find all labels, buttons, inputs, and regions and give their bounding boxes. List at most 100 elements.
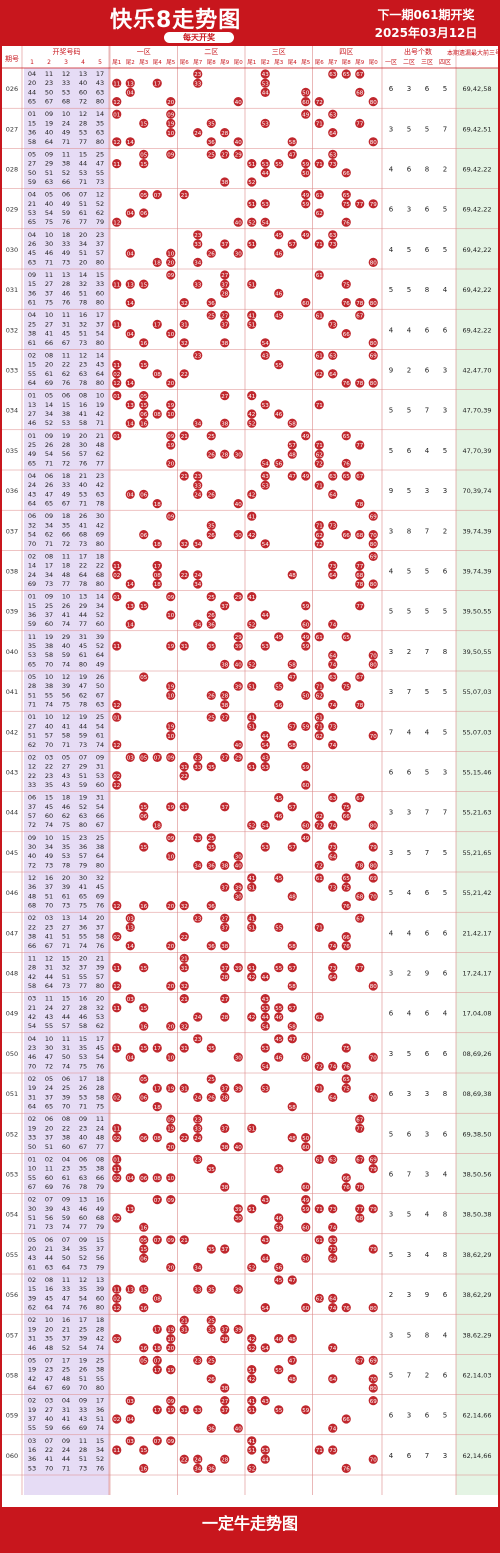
max3-value: 69,42,22 <box>463 326 492 334</box>
winning-number: 03 <box>45 1397 53 1405</box>
ball-label: 03 <box>127 1399 134 1405</box>
winning-number: 37 <box>45 289 53 297</box>
ball-label: 62 <box>316 533 323 539</box>
winning-number: 75 <box>45 299 53 307</box>
ball-label: 72 <box>316 542 323 548</box>
winning-number: 25 <box>79 1325 87 1333</box>
ball-label: 19 <box>167 805 174 811</box>
ball-label: 18 <box>154 1105 161 1111</box>
ball-label: 53 <box>262 1006 269 1012</box>
number-ball <box>193 570 203 580</box>
winning-number: 09 <box>62 1196 70 1204</box>
winning-number: 52 <box>96 200 104 208</box>
ball-label: 43 <box>262 1238 269 1244</box>
winning-number: 18 <box>96 1075 104 1083</box>
ball-label: 02 <box>113 372 120 378</box>
winning-number: 13 <box>62 271 70 279</box>
number-ball <box>139 149 149 159</box>
ball-label: 25 <box>208 836 215 842</box>
zone-count: 6 <box>425 367 430 375</box>
winning-number: 74 <box>79 942 87 950</box>
ball-label: 67 <box>356 313 363 319</box>
ball-label: 11 <box>113 564 120 570</box>
winning-number: 06 <box>62 191 70 199</box>
winning-number: 50 <box>62 1254 70 1262</box>
zone-count: 5 <box>407 1331 411 1339</box>
max3-value: 38,62,29 <box>463 1251 492 1259</box>
winning-number: 26 <box>62 602 70 610</box>
ball-label: 27 <box>221 153 228 159</box>
ball-label: 44 <box>262 1457 269 1463</box>
winning-number: 77 <box>79 620 87 628</box>
number-ball <box>314 539 324 549</box>
winning-number: 46 <box>28 419 36 427</box>
numbers-bg <box>24 68 109 1495</box>
winning-number: 22 <box>62 1124 70 1132</box>
ball-label: 37 <box>221 282 228 288</box>
winning-number: 10 <box>96 392 104 400</box>
ball-label: 41 <box>248 1439 255 1445</box>
number-ball <box>112 561 122 571</box>
ball-label: 80 <box>370 864 377 870</box>
winning-number: 09 <box>45 593 53 601</box>
winning-number: 22 <box>45 763 53 771</box>
winning-number: 58 <box>45 651 53 659</box>
winning-number: 36 <box>28 289 36 297</box>
number-ball <box>220 391 230 401</box>
ball-label: 30 <box>235 251 242 257</box>
ball-label: 22 <box>181 935 188 941</box>
winning-number: 60 <box>45 1174 53 1182</box>
number-ball <box>328 369 338 379</box>
ball-label: 32 <box>181 984 188 990</box>
ball-label: 07 <box>154 756 161 762</box>
ball-label: 24 <box>194 1136 201 1142</box>
winning-number: 27 <box>45 280 53 288</box>
ball-label: 19 <box>167 1368 174 1374</box>
winning-number: 11 <box>96 1115 104 1123</box>
winning-number: 31 <box>45 964 53 972</box>
number-ball <box>112 319 122 329</box>
winning-number: 13 <box>96 1276 104 1284</box>
winning-number: 72 <box>28 861 36 869</box>
ball-label: 59 <box>302 202 309 208</box>
winning-number: 73 <box>96 178 104 186</box>
number-ball <box>314 922 324 933</box>
max3-value: 21,42,17 <box>463 929 492 937</box>
ball-label: 57 <box>289 966 296 972</box>
winning-number: 24 <box>96 1124 104 1132</box>
ball-label: 27 <box>221 756 228 762</box>
ball-label: 61 <box>316 313 323 319</box>
number-ball <box>112 97 122 107</box>
winning-number: 25 <box>96 1356 104 1364</box>
ball-label: 52 <box>248 220 255 226</box>
number-ball <box>166 378 176 388</box>
winning-number: 63 <box>96 701 104 709</box>
ball-label: 63 <box>329 112 336 118</box>
winning-number: 39 <box>28 1294 36 1302</box>
winning-number: 28 <box>79 119 87 127</box>
number-ball <box>206 1043 216 1053</box>
ball-label: 74 <box>329 1225 336 1231</box>
number-ball <box>193 1012 203 1022</box>
winning-number: 44 <box>28 88 36 96</box>
ball-label: 11 <box>113 1127 120 1133</box>
zone-count: 6 <box>443 1372 448 1380</box>
ball-label: 58 <box>289 663 296 669</box>
winning-number: 27 <box>28 160 36 168</box>
winning-number: 09 <box>28 834 36 842</box>
number-ball <box>179 431 189 441</box>
winning-number: 26 <box>79 1084 87 1092</box>
ball-label: 20 <box>167 1266 174 1272</box>
number-ball <box>139 400 149 410</box>
numbers-col-index: 5 <box>98 59 102 66</box>
ball-label: 01 <box>113 112 120 118</box>
ball-label: 02 <box>113 1337 120 1343</box>
number-ball <box>328 851 338 861</box>
winning-number: 02 <box>28 1276 36 1284</box>
number-ball <box>368 981 378 991</box>
number-ball <box>247 319 257 329</box>
ball-label: 74 <box>329 663 336 669</box>
winning-number: 27 <box>28 722 36 730</box>
winning-number: 59 <box>62 209 70 217</box>
ball-label: 11 <box>113 282 120 288</box>
